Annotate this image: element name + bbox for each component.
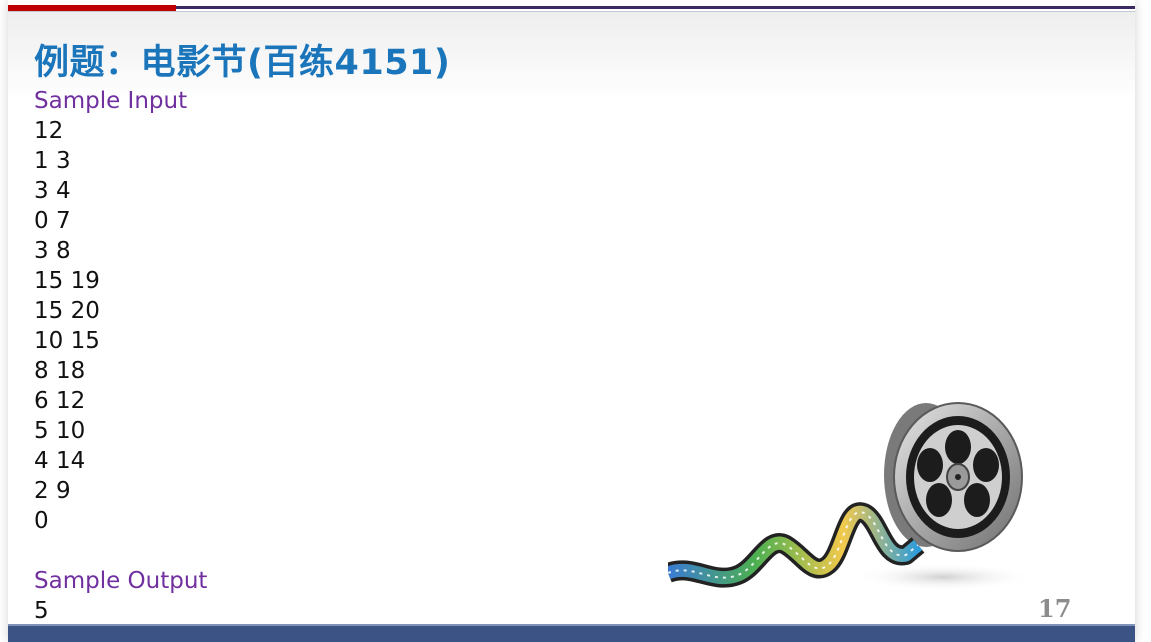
input-line: 12: [34, 118, 64, 144]
top-dark-accent-bar: [176, 6, 1135, 9]
header-band: [8, 12, 1135, 100]
slide-title: 例题：电影节(百练4151): [34, 43, 451, 83]
sample-input-heading: Sample Input: [34, 88, 188, 114]
input-line: 5 10: [34, 418, 86, 444]
input-line: 8 18: [34, 358, 86, 384]
input-line: 15 19: [34, 268, 100, 294]
input-line: 4 14: [34, 448, 86, 474]
top-red-accent-bar: [8, 5, 176, 11]
film-reel-icon: [668, 402, 1028, 591]
slide: 例题：电影节(百练4151) Sample Input 12 1 3 3 4 0…: [8, 0, 1135, 642]
input-line: 10 15: [34, 328, 100, 354]
page-number: 17: [1038, 594, 1072, 623]
input-line: 0 7: [34, 208, 71, 234]
input-line: 1 3: [34, 148, 71, 174]
sample-output-heading: Sample Output: [34, 568, 208, 594]
input-line: 3 8: [34, 238, 71, 264]
input-line: 2 9: [34, 478, 71, 504]
sample-input-lines: 12 1 3 3 4 0 7 3 8 15 19 15 20 10 15 8 1…: [34, 116, 100, 536]
input-line: 3 4: [34, 178, 71, 204]
input-line: 15 20: [34, 298, 100, 324]
sample-output-value: 5: [34, 598, 49, 624]
top-divider-line: [8, 11, 1135, 12]
input-line: 0: [34, 508, 49, 534]
footer-divider-line: [8, 624, 1135, 626]
input-line: 6 12: [34, 388, 86, 414]
footer-bar: [8, 626, 1135, 642]
